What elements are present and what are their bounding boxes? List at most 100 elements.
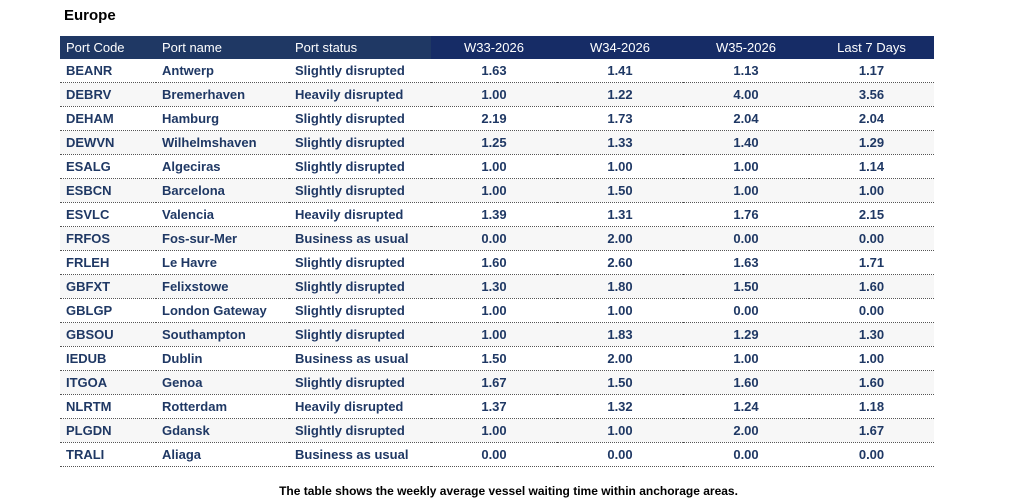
w35-cell: 1.40	[683, 130, 809, 155]
table-body: BEANR Antwerp Slightly disrupted 1.63 1.41 1.…	[60, 59, 934, 467]
port-code-cell: TRALI	[60, 442, 156, 467]
table-row: PLGDN Gdansk Slightly disrupted 1.00 1.00 2.0…	[60, 418, 934, 443]
port-code-cell: FRLEH	[60, 250, 156, 275]
last-7-days-cell: 0.00	[809, 442, 934, 467]
last-7-days-cell: 3.56	[809, 82, 934, 107]
w33-cell: 0.00	[431, 442, 557, 467]
w33-cell: 1.00	[431, 322, 557, 347]
port-code-cell: IEDUB	[60, 346, 156, 371]
last-7-days-cell: 1.71	[809, 250, 934, 275]
column-header-w33: W33-2026	[431, 36, 557, 59]
w34-cell: 1.41	[557, 59, 683, 83]
port-status-cell: Slightly disrupted	[289, 59, 431, 83]
w33-cell: 1.00	[431, 298, 557, 323]
port-code-cell: DEHAM	[60, 106, 156, 131]
table-row: ESBCN Barcelona Slightly disrupted 1.00 1.50…	[60, 178, 934, 203]
table-row: ESVLC Valencia Heavily disrupted 1.39 1.31 1.…	[60, 202, 934, 227]
table-row: GBSOU Southampton Slightly disrupted 1.00 1.…	[60, 322, 934, 347]
w33-cell: 2.19	[431, 106, 557, 131]
w34-cell: 1.50	[557, 370, 683, 395]
port-name-cell: Gdansk	[156, 418, 289, 443]
w35-cell: 1.76	[683, 202, 809, 227]
w34-cell: 2.60	[557, 250, 683, 275]
table-row: GBFXT Felixstowe Slightly disrupted 1.30 1.8…	[60, 274, 934, 299]
last-7-days-cell: 1.60	[809, 274, 934, 299]
last-7-days-cell: 1.29	[809, 130, 934, 155]
port-status-cell: Slightly disrupted	[289, 298, 431, 323]
last-7-days-cell: 1.14	[809, 154, 934, 179]
w34-cell: 1.50	[557, 178, 683, 203]
port-name-cell: Felixstowe	[156, 274, 289, 299]
port-name-cell: Rotterdam	[156, 394, 289, 419]
port-name-cell: London Gateway	[156, 298, 289, 323]
w35-cell: 4.00	[683, 82, 809, 107]
port-name-cell: Southampton	[156, 322, 289, 347]
w35-cell: 1.29	[683, 322, 809, 347]
w33-cell: 1.00	[431, 418, 557, 443]
port-code-cell: FRFOS	[60, 226, 156, 251]
w33-cell: 1.25	[431, 130, 557, 155]
port-code-cell: GBFXT	[60, 274, 156, 299]
port-name-cell: Dublin	[156, 346, 289, 371]
last-7-days-cell: 1.60	[809, 370, 934, 395]
port-status-cell: Slightly disrupted	[289, 418, 431, 443]
region-title: Europe	[64, 7, 116, 24]
port-status-cell: Slightly disrupted	[289, 130, 431, 155]
w35-cell: 0.00	[683, 298, 809, 323]
w33-cell: 1.63	[431, 59, 557, 83]
w33-cell: 1.39	[431, 202, 557, 227]
table-row: DEHAM Hamburg Slightly disrupted 2.19 1.73 2.…	[60, 106, 934, 131]
port-name-cell: Aliaga	[156, 442, 289, 467]
port-code-cell: ITGOA	[60, 370, 156, 395]
w34-cell: 2.00	[557, 346, 683, 371]
port-code-cell: PLGDN	[60, 418, 156, 443]
table-row: GBLGP London Gateway Slightly disrupted 1.0…	[60, 298, 934, 323]
w35-cell: 0.00	[683, 226, 809, 251]
port-status-cell: Heavily disrupted	[289, 394, 431, 419]
table-caption: The table shows the weekly average vesse…	[279, 484, 738, 498]
port-name-cell: Antwerp	[156, 59, 289, 83]
w33-cell: 1.00	[431, 178, 557, 203]
last-7-days-cell: 1.30	[809, 322, 934, 347]
w33-cell: 1.60	[431, 250, 557, 275]
column-header-w35: W35-2026	[683, 36, 809, 59]
port-status-cell: Heavily disrupted	[289, 82, 431, 107]
table-row: NLRTM Rotterdam Heavily disrupted 1.37 1.32 1…	[60, 394, 934, 419]
port-code-cell: NLRTM	[60, 394, 156, 419]
port-status-cell: Business as usual	[289, 346, 431, 371]
port-name-cell: Valencia	[156, 202, 289, 227]
w34-cell: 1.00	[557, 298, 683, 323]
w35-cell: 1.63	[683, 250, 809, 275]
w34-cell: 1.32	[557, 394, 683, 419]
table-row: DEWVN Wilhelmshaven Slightly disrupted 1.25…	[60, 130, 934, 155]
w34-cell: 0.00	[557, 442, 683, 467]
port-code-cell: DEWVN	[60, 130, 156, 155]
table-row: IEDUB Dublin Business as usual 1.50 2.00 1.00…	[60, 346, 934, 371]
w35-cell: 1.60	[683, 370, 809, 395]
last-7-days-cell: 1.00	[809, 346, 934, 371]
w35-cell: 1.13	[683, 59, 809, 83]
table-row: ITGOA Genoa Slightly disrupted 1.67 1.50 1.60…	[60, 370, 934, 395]
table-header-row: Port Code Port name Port status W33-2026…	[60, 36, 934, 59]
w34-cell: 1.00	[557, 418, 683, 443]
w35-cell: 0.00	[683, 442, 809, 467]
port-name-cell: Le Havre	[156, 250, 289, 275]
w33-cell: 1.37	[431, 394, 557, 419]
w35-cell: 1.00	[683, 178, 809, 203]
w33-cell: 0.00	[431, 226, 557, 251]
column-header-port-code: Port Code	[60, 36, 156, 59]
port-status-cell: Slightly disrupted	[289, 274, 431, 299]
w35-cell: 2.00	[683, 418, 809, 443]
port-code-cell: ESALG	[60, 154, 156, 179]
column-header-port-status: Port status	[289, 36, 431, 59]
port-status-cell: Heavily disrupted	[289, 202, 431, 227]
last-7-days-cell: 1.67	[809, 418, 934, 443]
port-status-cell: Business as usual	[289, 226, 431, 251]
port-name-cell: Bremerhaven	[156, 82, 289, 107]
port-name-cell: Fos-sur-Mer	[156, 226, 289, 251]
port-code-cell: DEBRV	[60, 82, 156, 107]
table-row: TRALI Aliaga Business as usual 0.00 0.00 0.00…	[60, 442, 934, 467]
w34-cell: 1.00	[557, 154, 683, 179]
port-status-cell: Slightly disrupted	[289, 178, 431, 203]
w35-cell: 1.50	[683, 274, 809, 299]
